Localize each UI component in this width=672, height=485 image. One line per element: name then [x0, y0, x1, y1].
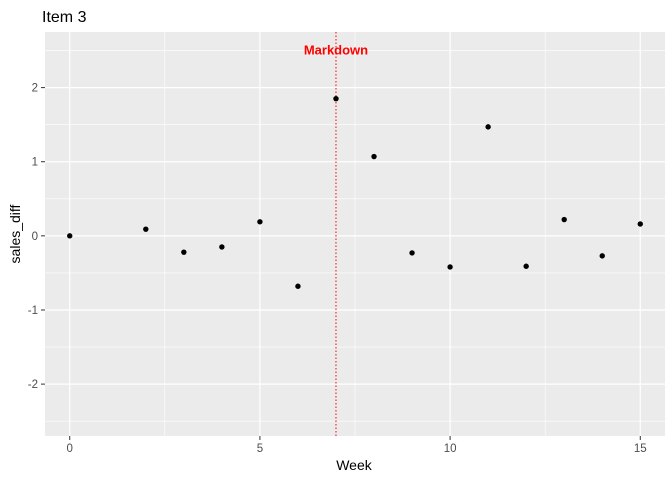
x-axis: 0 5 10 15 [67, 436, 647, 455]
y-tick-label: 2 [32, 83, 38, 95]
chart-title: Item 3 [42, 9, 87, 26]
data-point [67, 233, 73, 239]
x-axis-label: Week [336, 457, 373, 473]
x-tick-label: 10 [444, 443, 457, 455]
x-tick-label: 0 [67, 443, 73, 455]
data-points [67, 96, 643, 289]
data-point [637, 221, 643, 227]
y-axis-label: sales_diff [7, 204, 23, 263]
data-point [485, 124, 491, 130]
data-point [371, 153, 377, 160]
data-point [295, 283, 301, 289]
x-tick-label: 15 [634, 443, 647, 455]
data-point [561, 216, 567, 223]
data-point [523, 263, 529, 269]
y-tick-label: 0 [32, 231, 38, 243]
grid-minor [45, 32, 665, 436]
markdown-label: Markdown [304, 43, 368, 58]
data-point [257, 219, 263, 225]
data-point [219, 244, 225, 250]
x-tick-label: 5 [257, 443, 263, 455]
y-tick-label: -1 [28, 305, 38, 317]
y-tick-label: 1 [32, 157, 38, 169]
data-point [333, 96, 339, 102]
y-tick-label: -2 [28, 379, 38, 391]
data-point [447, 264, 453, 270]
data-point [143, 226, 149, 232]
data-point [599, 253, 605, 259]
y-axis: -2 -1 0 1 2 [28, 83, 45, 391]
data-point [409, 250, 415, 256]
data-point [181, 249, 187, 255]
